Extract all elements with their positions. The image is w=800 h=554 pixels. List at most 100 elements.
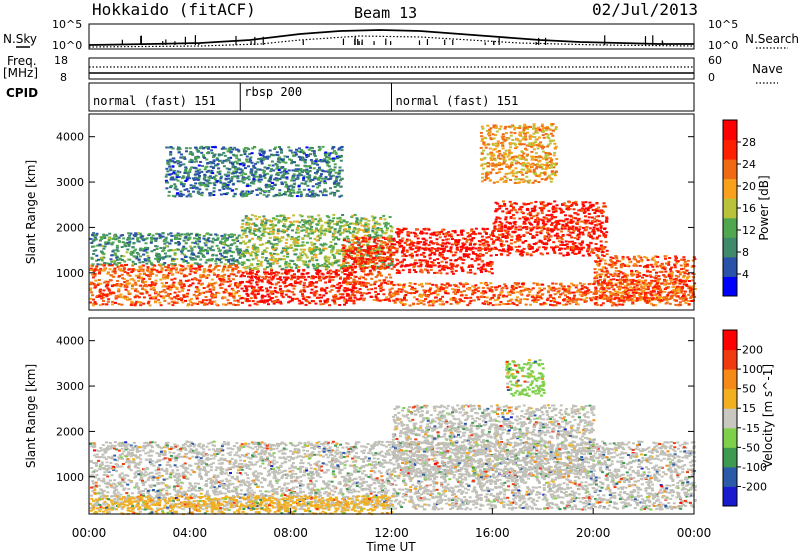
heatmap-cell (175, 236, 179, 239)
heatmap-cell (325, 299, 329, 302)
heatmap-cell (464, 282, 468, 285)
heatmap-cell (120, 303, 124, 306)
heatmap-cell (106, 284, 109, 287)
heatmap-cell (499, 244, 503, 247)
heatmap-cell (126, 273, 130, 276)
heatmap-cell (562, 254, 566, 257)
heatmap-cell (193, 271, 197, 274)
heatmap-cell (271, 245, 275, 248)
heatmap-cell (107, 239, 111, 242)
heatmap-cell (564, 303, 568, 306)
heatmap-cell (172, 300, 176, 303)
heatmap-cell (197, 245, 201, 248)
heatmap-cell (190, 253, 194, 256)
heatmap-cell (344, 230, 348, 233)
heatmap-cell (312, 265, 316, 268)
heatmap-cell (372, 269, 376, 272)
heatmap-cell (438, 236, 442, 239)
heatmap-cell (519, 228, 523, 231)
heatmap-cell (158, 254, 162, 257)
heatmap-cell (193, 245, 197, 248)
heatmap-cell (254, 252, 258, 255)
heatmap-cell (383, 218, 387, 221)
heatmap-cell (379, 218, 383, 220)
heatmap-cell (366, 254, 370, 257)
heatmap-cell (155, 274, 159, 277)
heatmap-cell (472, 252, 475, 255)
heatmap-cell (605, 249, 609, 252)
heatmap-cell (575, 203, 579, 206)
heatmap-cell (155, 237, 159, 240)
heatmap-cell (447, 231, 451, 233)
heatmap-cell (186, 264, 190, 267)
heatmap-cell (239, 270, 243, 273)
heatmap-cell (498, 249, 502, 252)
heatmap-cell (346, 240, 350, 243)
heatmap-cell (618, 303, 621, 306)
heatmap-cell (525, 228, 529, 231)
heatmap-cell (263, 249, 267, 252)
heatmap-cell (360, 270, 364, 273)
heatmap-cell (146, 247, 150, 249)
heatmap-cell (190, 249, 194, 252)
heatmap-cell (256, 228, 260, 231)
heatmap-cell (678, 297, 682, 299)
heatmap-cell (384, 281, 387, 284)
heatmap-cell (558, 237, 561, 240)
heatmap-cell (196, 291, 200, 294)
heatmap-cell (186, 262, 190, 264)
heatmap-cell (302, 296, 306, 299)
heatmap-cell (496, 298, 499, 301)
heatmap-cell (601, 247, 605, 250)
heatmap-cell (237, 294, 241, 297)
heatmap-cell (205, 299, 209, 302)
heatmap-cell (514, 287, 518, 290)
heatmap-cell (328, 279, 332, 282)
heatmap-cell (304, 303, 308, 306)
heatmap-cell (651, 290, 655, 293)
heatmap-cell (624, 286, 628, 289)
heatmap-cell (155, 248, 159, 250)
heatmap-cell (337, 297, 340, 300)
heatmap-cell (149, 241, 153, 244)
heatmap-cell (484, 248, 487, 251)
heatmap-cell (272, 272, 276, 274)
heatmap-cell (353, 266, 357, 269)
heatmap-cell (305, 296, 309, 298)
heatmap-cell (353, 242, 357, 245)
heatmap-cell (152, 249, 156, 251)
heatmap-cell (551, 208, 555, 211)
heatmap-cell (280, 292, 284, 295)
heatmap-cell (546, 228, 550, 231)
heatmap-cell (361, 236, 365, 239)
heatmap-cell (570, 203, 574, 206)
heatmap-cell (380, 236, 384, 239)
heatmap-cell (269, 224, 273, 226)
heatmap-cell (396, 293, 400, 296)
heatmap-cell (251, 246, 255, 249)
heatmap-cell (141, 268, 145, 271)
heatmap-cell (285, 278, 289, 281)
heatmap-cell (408, 285, 412, 287)
heatmap-cell (247, 252, 251, 255)
heatmap-cell (334, 261, 338, 264)
heatmap-cell (469, 269, 472, 271)
heatmap-cell (294, 237, 298, 240)
heatmap-cell (393, 243, 397, 246)
heatmap-cell (392, 253, 396, 256)
heatmap-cell (559, 243, 563, 246)
heatmap-cell (255, 218, 259, 221)
heatmap-cell (472, 237, 476, 240)
heatmap-cell (160, 268, 164, 271)
heatmap-cell (131, 246, 135, 249)
heatmap-cell (229, 254, 233, 257)
heatmap-cell (106, 282, 110, 285)
heatmap-cell (601, 302, 605, 305)
heatmap-cell (587, 234, 591, 237)
heatmap-cell (282, 223, 286, 226)
heatmap-cell (498, 233, 501, 236)
heatmap-cell (367, 238, 371, 241)
heatmap-cell (374, 276, 378, 278)
heatmap-cell (337, 259, 341, 262)
heatmap-cell (388, 237, 392, 240)
